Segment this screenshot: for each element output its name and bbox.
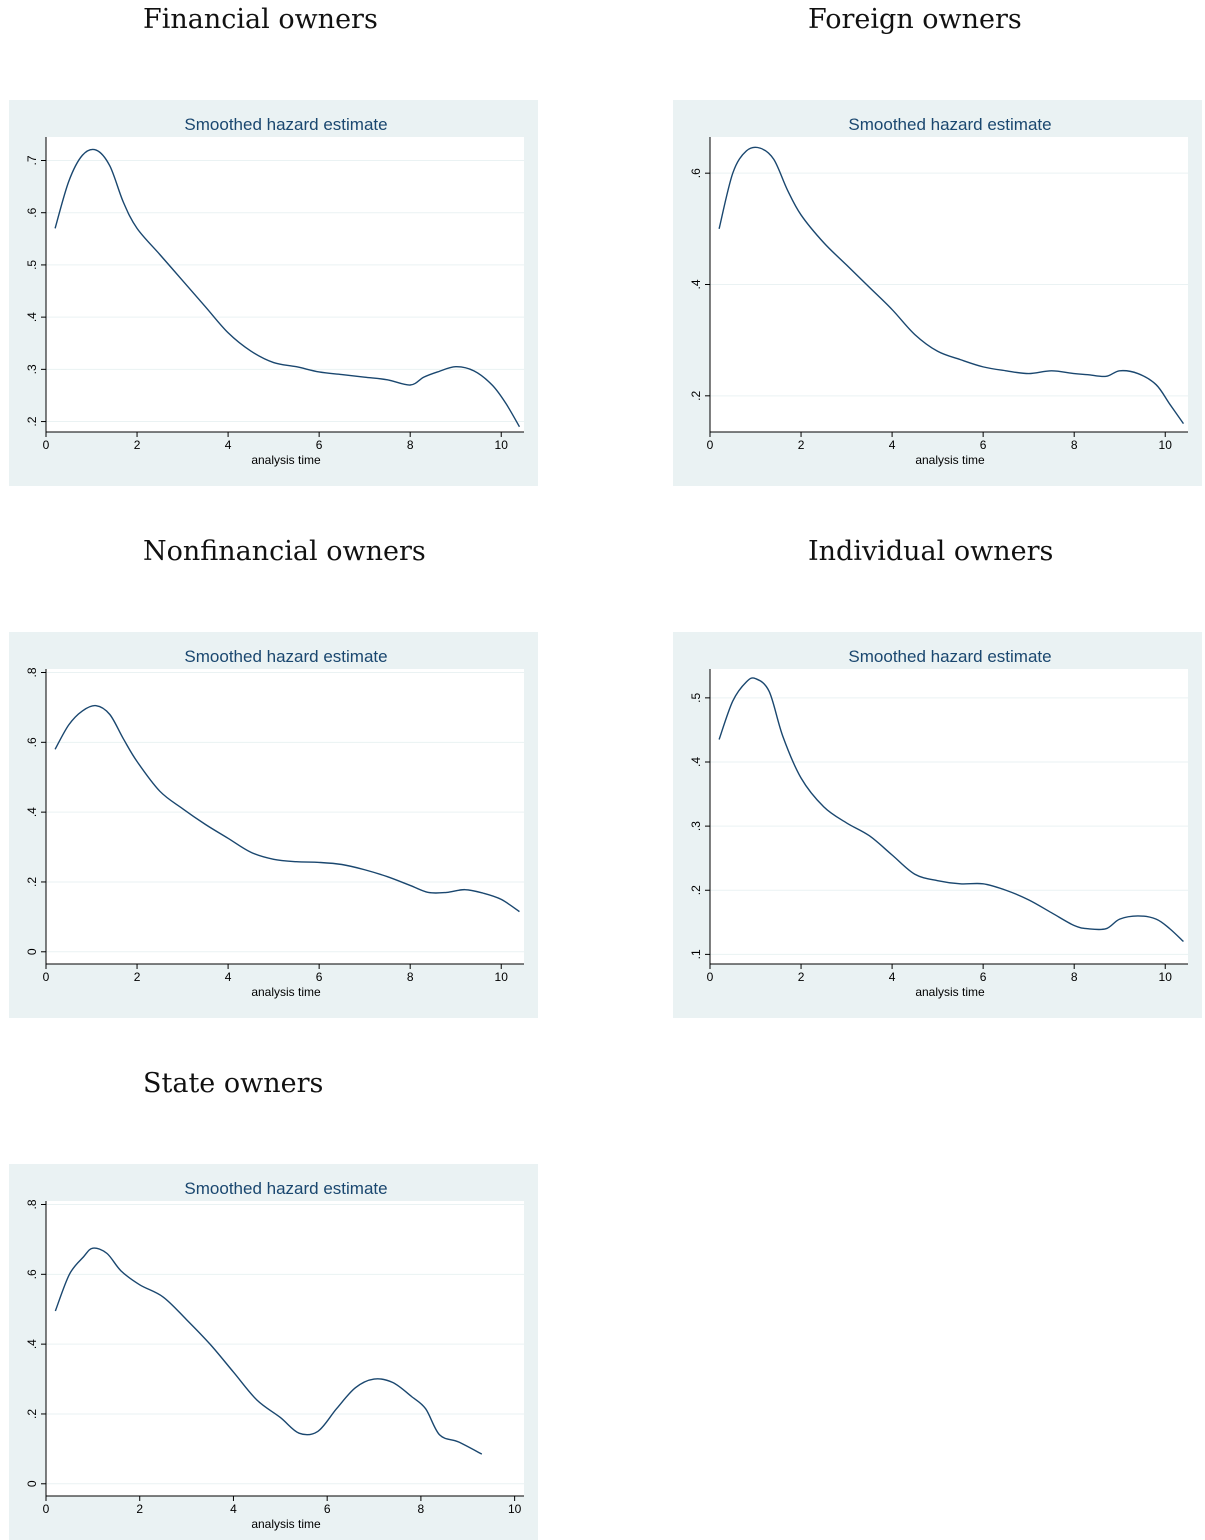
plot-area [710,669,1188,964]
x-tick-label: 10 [1159,970,1173,984]
y-tick-label: .4 [689,757,703,767]
y-tick-label: .6 [25,207,39,217]
chart-financial-owners: Smoothed hazard estimate .2 .3 .4 .5 .6 .7 0 2 4 6… [9,100,538,486]
heading-individual-owners: Individual owners [808,536,1054,567]
x-tick-label: 2 [134,438,141,452]
x-axis-label: analysis time [251,453,321,467]
x-axis-label: analysis time [251,985,321,999]
x-tick-label: 0 [43,438,50,452]
chart-svg: Smoothed hazard estimate .1 .2 .3 .4 .5 0 2 4 6 8 1… [673,632,1202,1018]
x-tick-label: 6 [980,970,987,984]
y-tick-label: .4 [689,279,703,289]
y-tick-label: .3 [25,364,39,374]
x-tick-label: 4 [889,438,896,452]
chart-state-owners: Smoothed hazard estimate 0 .2 .4 .6 .8 0 2 4 6 8 10… [9,1164,538,1540]
x-tick-label: 4 [889,970,896,984]
x-tick-label: 6 [316,438,323,452]
chart-individual-owners: Smoothed hazard estimate .1 .2 .3 .4 .5 0 2 4 6 8 1… [673,632,1202,1018]
plot-area [46,669,524,964]
x-tick-label: 0 [707,970,714,984]
y-tick-label: .6 [25,1269,39,1279]
x-tick-label: 2 [136,1502,143,1516]
y-tick-label: .2 [25,416,39,426]
x-tick-label: 6 [980,438,987,452]
y-tick-label: .4 [25,1339,39,1349]
x-tick-label: 10 [508,1502,522,1516]
y-tick-label: .8 [25,1199,39,1209]
x-tick-label: 8 [407,438,414,452]
chart-title: Smoothed hazard estimate [184,647,387,666]
x-axis-label: analysis time [915,985,985,999]
x-tick-label: 8 [418,1502,425,1516]
y-tick-label: .1 [689,949,703,959]
x-tick-label: 0 [43,1502,50,1516]
x-axis-label: analysis time [251,1517,321,1531]
hazard-line [718,677,1184,943]
heading-state-owners: State owners [143,1068,324,1099]
y-tick-label: .6 [25,737,39,747]
x-axis-label: analysis time [915,453,985,467]
x-tick-label: 2 [798,970,805,984]
y-tick-label: .6 [689,168,703,178]
x-tick-label: 8 [1071,970,1078,984]
x-tick-label: 8 [1071,438,1078,452]
x-tick-label: 4 [230,1502,237,1516]
hazard-line [718,146,1185,425]
x-tick-label: 2 [798,438,805,452]
x-tick-label: 2 [134,970,141,984]
y-tick-label: .2 [25,1409,39,1419]
chart-nonfinancial-owners: Smoothed hazard estimate 0 .2 .4 .6 .8 0 2 4 6 8 10… [9,632,538,1018]
chart-title: Smoothed hazard estimate [848,115,1051,134]
x-tick-label: 4 [225,438,232,452]
heading-financial-owners: Financial owners [143,4,378,35]
plot-area [46,1201,524,1496]
heading-foreign-owners: Foreign owners [808,4,1022,35]
x-tick-label: 6 [316,970,323,984]
y-tick-label: .4 [25,312,39,322]
chart-foreign-owners: Smoothed hazard estimate .2 .4 .6 0 2 4 6 8 10 ana… [673,100,1202,486]
chart-title: Smoothed hazard estimate [184,1179,387,1198]
chart-title: Smoothed hazard estimate [184,115,387,134]
x-tick-label: 10 [1159,438,1173,452]
chart-svg: Smoothed hazard estimate .2 .4 .6 0 2 4 6 8 10 ana… [673,100,1202,486]
hazard-line [54,704,520,913]
y-tick-label: .2 [689,390,703,400]
chart-svg: Smoothed hazard estimate 0 .2 .4 .6 .8 0 2 4 6 8 10… [9,1164,538,1540]
hazard-line [54,148,521,428]
y-tick-label: .7 [25,155,39,165]
x-tick-label: 0 [43,970,50,984]
plot-area [46,137,524,432]
heading-nonfinancial-owners: Nonfinancial owners [143,536,426,567]
hazard-line [54,1247,483,1455]
chart-svg: Smoothed hazard estimate 0 .2 .4 .6 .8 0 2 4 6 8 10… [9,632,538,1018]
x-tick-label: 4 [225,970,232,984]
y-tick-label: 0 [25,948,39,955]
x-tick-label: 8 [407,970,414,984]
x-tick-label: 0 [707,438,714,452]
y-tick-label: .3 [689,821,703,831]
chart-title: Smoothed hazard estimate [848,647,1051,666]
x-tick-label: 6 [324,1502,331,1516]
y-tick-label: .2 [689,885,703,895]
y-tick-label: .2 [25,877,39,887]
y-tick-label: .5 [689,693,703,703]
y-tick-label: .5 [25,260,39,270]
x-tick-label: 10 [495,970,509,984]
y-tick-label: .8 [25,667,39,677]
x-tick-label: 10 [495,438,509,452]
y-tick-label: 0 [25,1480,39,1487]
y-tick-label: .4 [25,807,39,817]
chart-svg: Smoothed hazard estimate .2 .3 .4 .5 .6 .7 0 2 4 6… [9,100,538,486]
